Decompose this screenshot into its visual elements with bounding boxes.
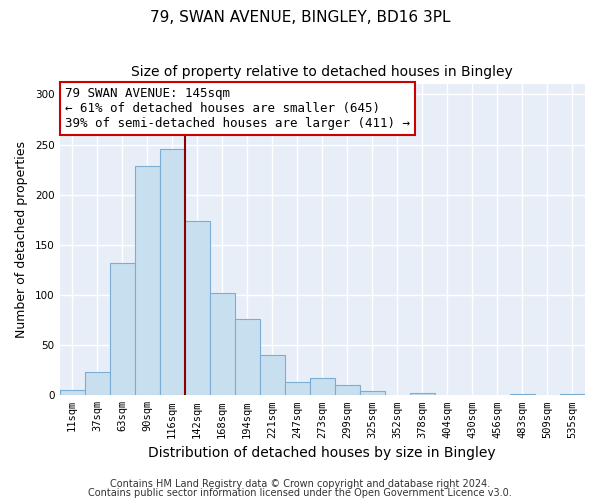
Bar — [110, 263, 134, 396]
Bar — [185, 221, 209, 396]
Bar — [160, 148, 185, 396]
X-axis label: Distribution of detached houses by size in Bingley: Distribution of detached houses by size … — [148, 446, 496, 460]
Bar — [59, 390, 85, 396]
Text: 79 SWAN AVENUE: 145sqm
← 61% of detached houses are smaller (645)
39% of semi-de: 79 SWAN AVENUE: 145sqm ← 61% of detached… — [65, 88, 410, 130]
Bar — [510, 394, 535, 396]
Bar — [285, 382, 310, 396]
Bar — [235, 319, 260, 396]
Y-axis label: Number of detached properties: Number of detached properties — [15, 142, 28, 338]
Bar — [134, 166, 160, 396]
Text: 79, SWAN AVENUE, BINGLEY, BD16 3PL: 79, SWAN AVENUE, BINGLEY, BD16 3PL — [150, 10, 450, 25]
Bar — [360, 392, 385, 396]
Bar — [410, 394, 435, 396]
Bar — [560, 394, 585, 396]
Title: Size of property relative to detached houses in Bingley: Size of property relative to detached ho… — [131, 65, 513, 79]
Bar — [260, 355, 285, 396]
Bar — [335, 386, 360, 396]
Bar — [209, 293, 235, 396]
Text: Contains HM Land Registry data © Crown copyright and database right 2024.: Contains HM Land Registry data © Crown c… — [110, 479, 490, 489]
Bar — [85, 372, 110, 396]
Bar — [310, 378, 335, 396]
Text: Contains public sector information licensed under the Open Government Licence v3: Contains public sector information licen… — [88, 488, 512, 498]
